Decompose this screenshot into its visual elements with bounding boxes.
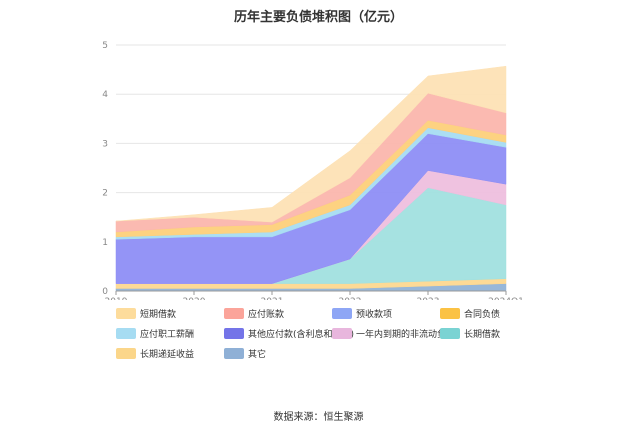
legend-swatch: [224, 348, 244, 359]
y-tick-label: 1: [102, 238, 108, 248]
legend-label: 短期借款: [140, 310, 177, 320]
legend-item[interactable]: 应付职工薪酬: [116, 328, 194, 342]
legend-item[interactable]: 合同负债: [440, 308, 500, 322]
y-tick-label: 0: [102, 287, 108, 297]
x-tick-label: 2019: [105, 297, 128, 300]
legend-label: 其他应付款(含利息和股利): [248, 330, 355, 340]
legend-item[interactable]: 一年内到期的非流动负债: [332, 328, 455, 342]
legend-item[interactable]: 其他应付款(含利息和股利): [224, 328, 354, 342]
stacked-area-chart: 0 1 2 3 4 5 2019 2020 2021 2022 2023 2024Q1: [102, 41, 524, 300]
y-tick-label: 4: [102, 90, 108, 100]
legend-item[interactable]: 长期借款: [440, 328, 500, 342]
legend-label: 长期借款: [464, 330, 501, 340]
area-series-layer: [115, 65, 507, 292]
x-tick-label: 2021: [261, 297, 284, 300]
legend-swatch: [440, 308, 460, 319]
x-tick-label: 2024Q1: [488, 297, 524, 300]
legend-label: 合同负债: [464, 310, 501, 320]
chart-title: 历年主要负债堆积图（亿元）: [233, 10, 403, 25]
legend-item[interactable]: 短期借款: [116, 308, 176, 322]
y-tick-label: 3: [102, 139, 108, 149]
legend-item[interactable]: 应付账款: [224, 308, 284, 322]
source-note: 数据来源：恒生聚源: [273, 412, 364, 423]
legend-label: 预收款项: [356, 310, 393, 320]
y-tick-label: 5: [102, 41, 108, 51]
area-series: [115, 65, 507, 223]
legend-swatch: [224, 308, 244, 319]
legend-item[interactable]: 其它: [224, 348, 266, 362]
x-tick-label: 2023: [417, 297, 440, 300]
legend-swatch: [116, 348, 136, 359]
legend-swatch: [116, 308, 136, 319]
legend-swatch: [440, 328, 460, 339]
legend-label: 长期递延收益: [140, 350, 195, 360]
x-tick-label: 2022: [339, 297, 362, 300]
legend-swatch: [332, 308, 352, 319]
legend-item[interactable]: 长期递延收益: [116, 348, 194, 362]
legend-item[interactable]: 预收款项: [332, 308, 392, 322]
legend-swatch: [332, 328, 352, 339]
legend-label: 一年内到期的非流动负债: [356, 330, 456, 340]
x-tick-label: 2020: [183, 297, 206, 300]
axes: 0 1 2 3 4 5 2019 2020 2021 2022 2023 2024Q1: [102, 41, 524, 300]
y-tick-label: 2: [102, 189, 108, 199]
legend-swatch: [224, 328, 244, 339]
legend-swatch: [116, 328, 136, 339]
legend-label: 应付职工薪酬: [140, 330, 195, 340]
legend-label: 应付账款: [248, 310, 285, 320]
legend-label: 其它: [248, 350, 267, 360]
